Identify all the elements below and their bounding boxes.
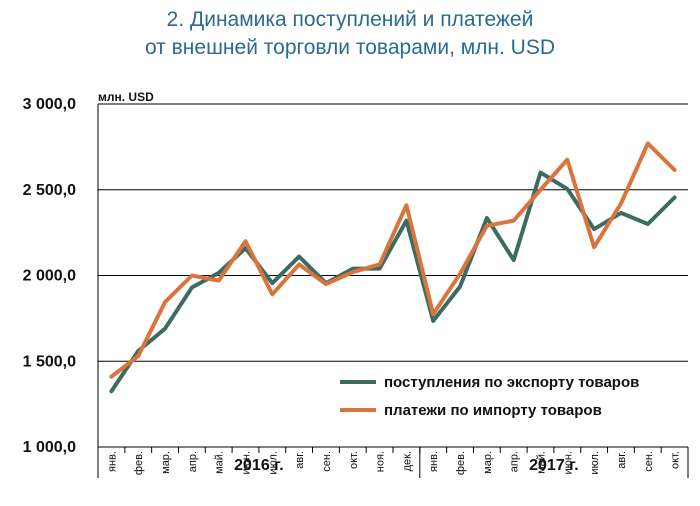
- axes: [97, 104, 689, 478]
- gridlines: [98, 103, 688, 448]
- x-tick-label: ноя.: [375, 451, 387, 472]
- y-tick-label: 1 000,0: [23, 439, 76, 456]
- x-tick-label: окт.: [348, 451, 360, 469]
- x-tick-label: окт.: [670, 451, 682, 469]
- x-tick-label: апр.: [187, 451, 199, 472]
- year-labels: 2016 г. 2017 г.: [234, 457, 579, 474]
- y-tick-label: 3 000,0: [23, 96, 76, 113]
- x-tick-label: авг.: [616, 451, 628, 469]
- x-tick-label: янв.: [428, 451, 440, 472]
- x-tick-label: фев.: [133, 451, 145, 475]
- x-tick-label: дек.: [401, 451, 413, 471]
- legend-label-import: платежи по импорту товаров: [384, 402, 602, 419]
- chart-title-line-1: 2. Динамика поступлений и платежей: [166, 8, 534, 31]
- unit-label: млн. USD: [98, 90, 154, 104]
- y-tick-label: 2 000,0: [23, 268, 76, 285]
- y-tick-label: 1 500,0: [23, 353, 76, 370]
- x-tick-label: июн.: [562, 451, 574, 475]
- x-tick-label: май.: [214, 451, 226, 474]
- chart-title-line-2: от внешней торговли товарами, млн. USD: [144, 36, 556, 59]
- x-tick-label: май.: [536, 451, 548, 474]
- x-tick-label: сен.: [643, 451, 655, 472]
- x-tick-label: фев.: [455, 451, 467, 475]
- x-axis-ticks: янв. фев. мар. апр. май. июн. июл. авг. сен. окт.…: [106, 451, 681, 475]
- x-tick-label: апр.: [509, 451, 521, 472]
- year-label: 2016 г.: [234, 457, 284, 474]
- x-tick-label: янв.: [106, 451, 118, 472]
- x-tick-label: мар.: [160, 451, 172, 474]
- legend-label-export: поступления по экспорту товаров: [384, 374, 639, 391]
- x-tick-label: сен.: [321, 451, 333, 472]
- x-tick-label: мар.: [482, 451, 494, 474]
- y-axis-ticks: 1 000,0 1 500,0 2 000,0 2 500,0 3 000,0: [23, 96, 76, 456]
- x-tick-label: июл.: [267, 451, 279, 475]
- x-tick-label: июл.: [589, 451, 601, 475]
- export-series-line: [109, 170, 677, 394]
- chart-title: 2. Динамика поступлений и платежей от вн…: [0, 6, 700, 62]
- y-tick-label: 2 500,0: [23, 182, 76, 199]
- import-series-line: [109, 141, 677, 379]
- series-lines: [109, 141, 677, 394]
- x-tick-label: авг.: [294, 451, 306, 469]
- x-tick-label: июн.: [241, 451, 253, 475]
- year-label: 2017 г.: [529, 457, 579, 474]
- legend: поступления по экспорту товаров платежи п…: [340, 374, 639, 419]
